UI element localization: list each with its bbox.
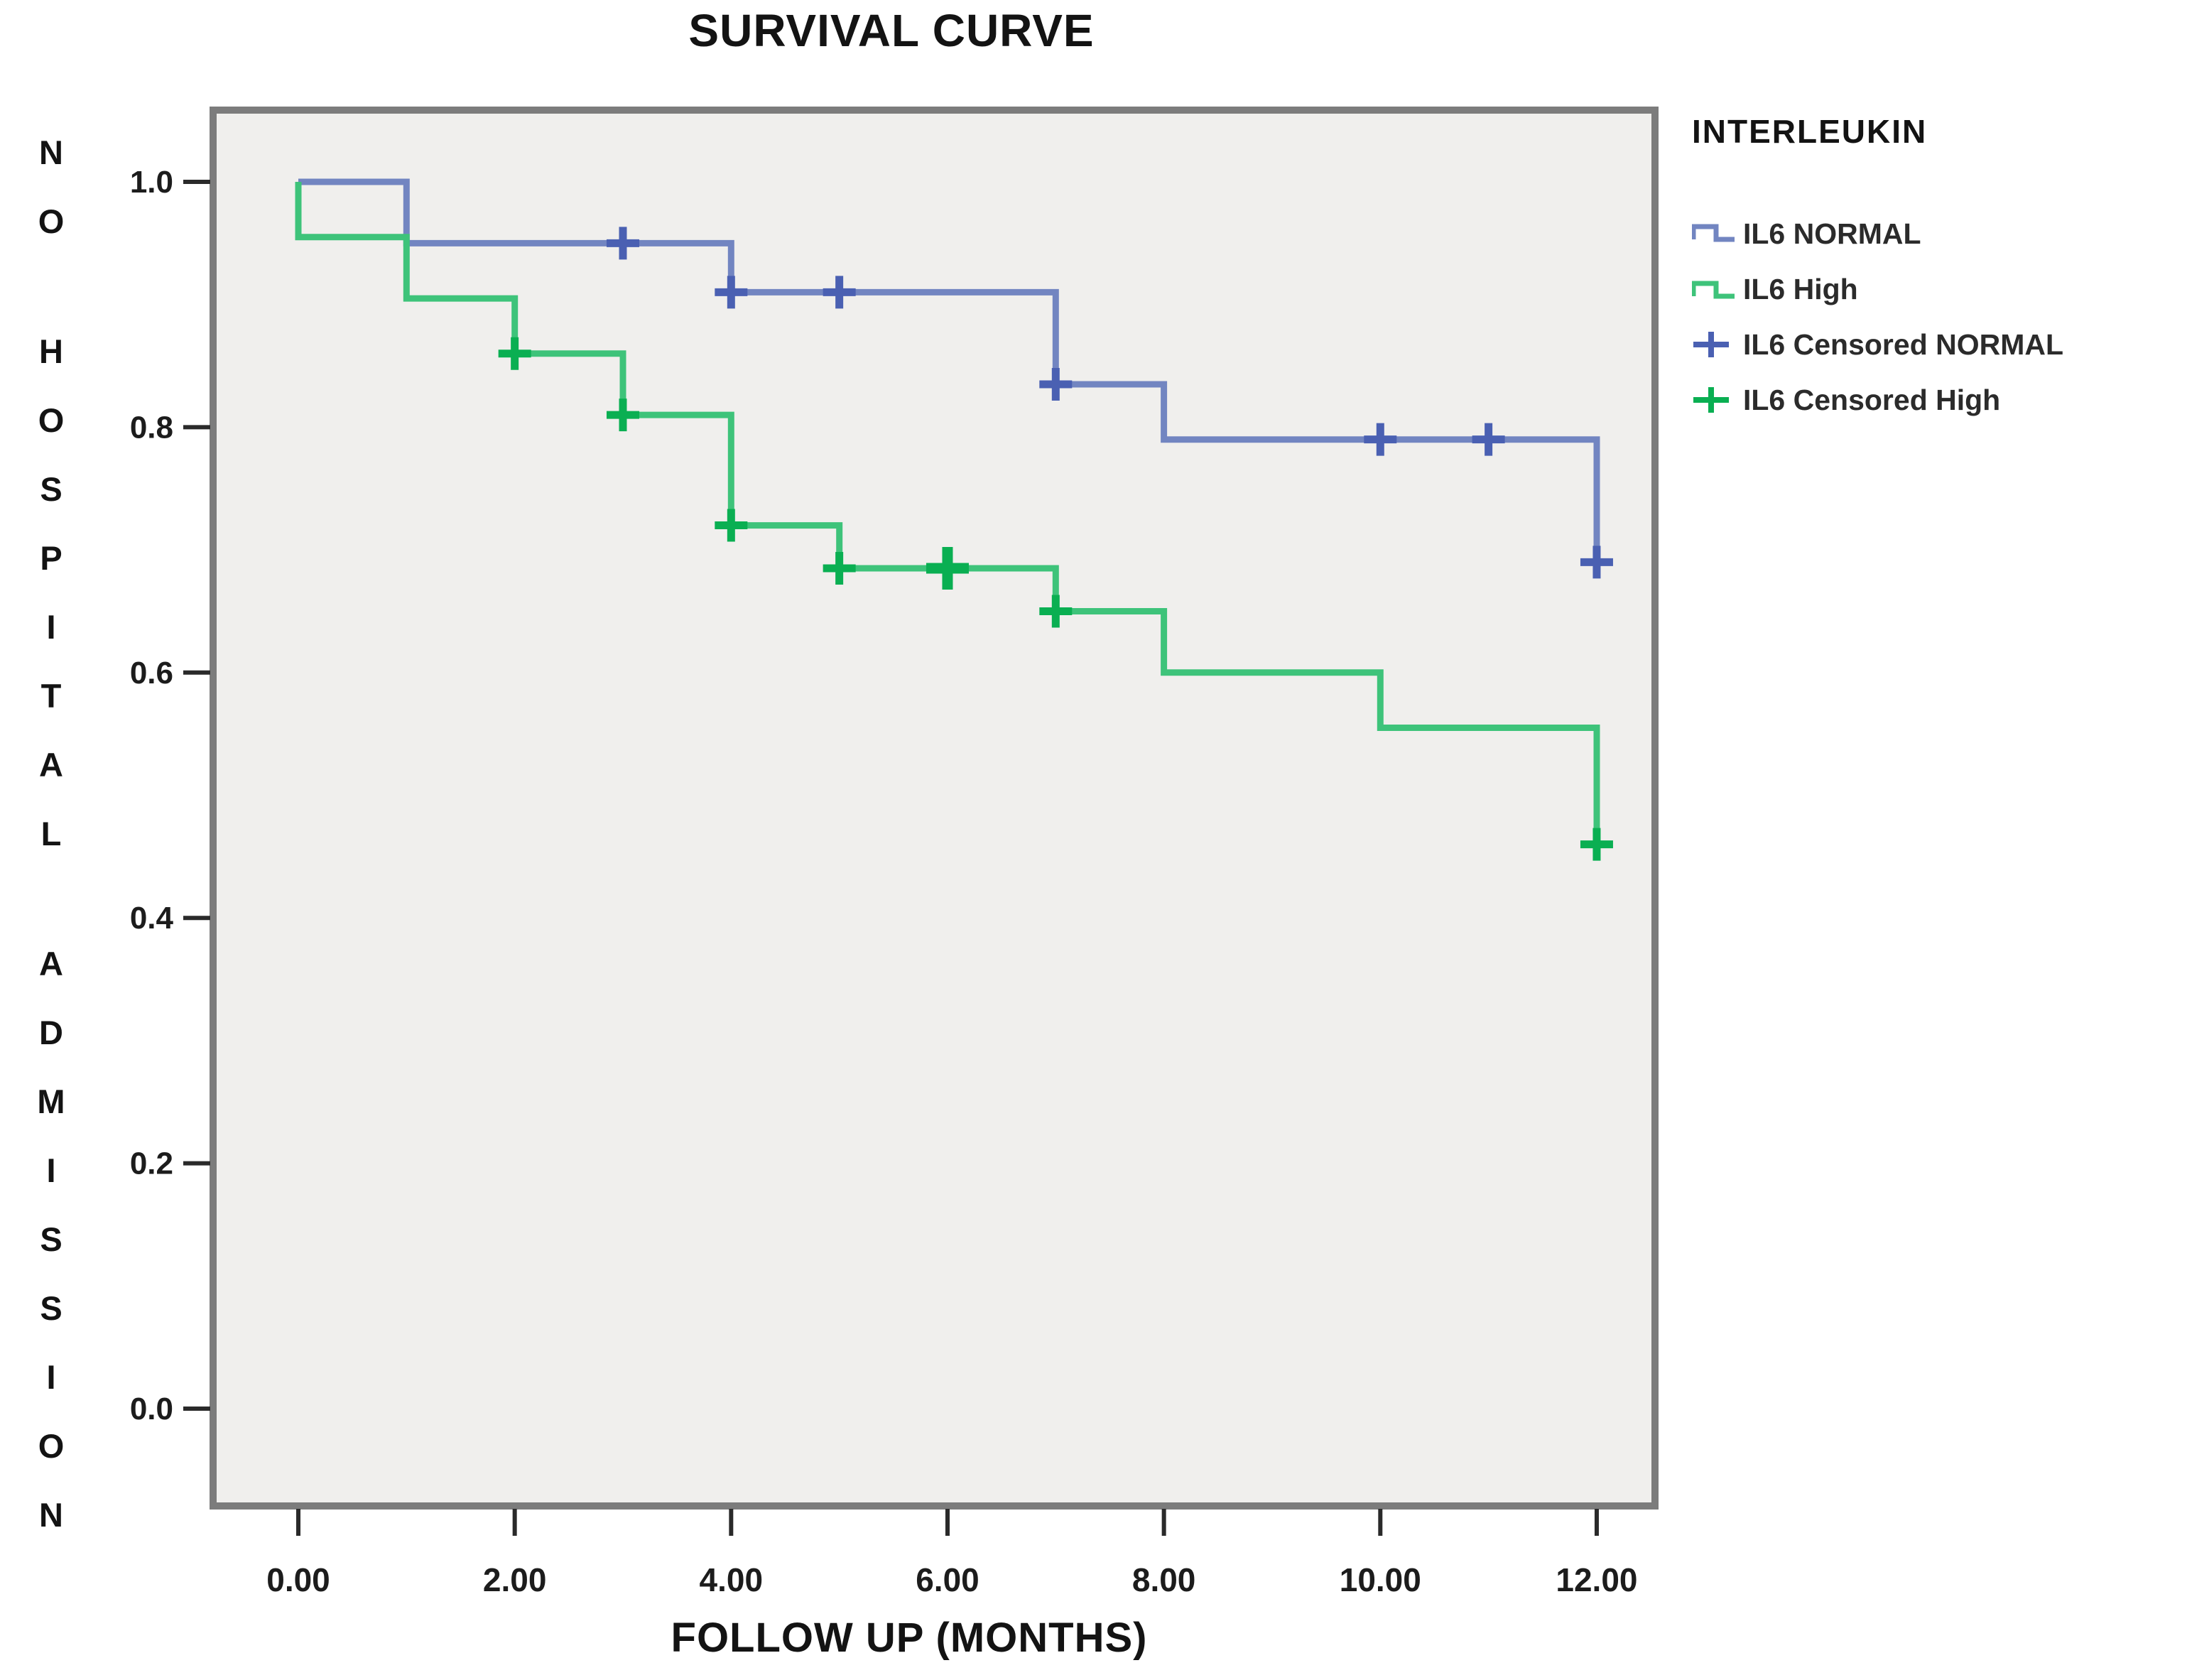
y-axis-title-letter: A <box>39 746 63 784</box>
y-tick-label: 1.0 <box>130 165 173 200</box>
y-axis-title-letter: M <box>37 1083 65 1120</box>
censor-mark-il6-normal <box>606 227 639 260</box>
y-axis-title-letter: D <box>39 1014 63 1051</box>
x-tick-label: 8.00 <box>1132 1561 1196 1598</box>
censor-mark-il6-high <box>823 552 856 585</box>
y-tick-label: 0.8 <box>130 410 173 445</box>
x-tick-label: 10.00 <box>1340 1561 1421 1598</box>
censor-plus-icon <box>1693 332 1729 357</box>
legend-item-il6-censored-high: IL6 Censored High <box>1692 372 2182 428</box>
censor-mark-il6-high <box>1580 828 1613 861</box>
censor-mark-il6-normal <box>1580 546 1613 579</box>
chart-title: SURVIVAL CURVE <box>688 5 1095 56</box>
legend-item-il6-normal: IL6 NORMAL <box>1692 206 2182 261</box>
x-tick-label: 4.00 <box>700 1561 764 1598</box>
y-axis-title-letter: H <box>39 332 63 370</box>
censor-mark-il6-high <box>715 509 748 542</box>
y-tick-label: 0.4 <box>130 901 174 936</box>
y-axis-title-letter: A <box>39 945 63 982</box>
y-tick-label: 0.2 <box>130 1147 173 1181</box>
y-axis-title-letter: O <box>38 401 65 439</box>
survival-curve-il6-high <box>295 182 1600 845</box>
censor-mark-il6-normal <box>715 276 748 309</box>
y-axis-title-letter: L <box>40 815 62 852</box>
censor-mark-il6-normal <box>1039 367 1073 401</box>
legend-item-label: IL6 NORMAL <box>1743 217 1921 250</box>
y-axis-title-letter: O <box>38 202 65 240</box>
censor-mark-il6-high <box>498 337 531 370</box>
y-tick-label: 0.0 <box>130 1392 173 1426</box>
censor-plus-icon <box>1693 387 1729 413</box>
legend-title: INTERLEUKIN <box>1692 113 1928 150</box>
censor-mark-il6-high <box>1039 595 1073 628</box>
y-axis-title-letter: S <box>40 1220 63 1258</box>
survival-curve-il6-normal <box>298 178 1600 563</box>
y-axis-title-letter: N <box>39 1496 63 1534</box>
x-tick-label: 6.00 <box>916 1561 979 1598</box>
censor-mark-il6-high <box>606 399 639 432</box>
legend: INTERLEUKIN IL6 NORMAL IL6 High IL6 Cens… <box>1692 112 2182 428</box>
x-axis-title: FOLLOW UP (MONTHS) <box>671 1615 1148 1661</box>
y-axis-title-letter: N <box>39 134 63 171</box>
legend-item-label: IL6 Censored NORMAL <box>1743 327 2064 361</box>
legend-item-label: IL6 High <box>1743 272 1858 305</box>
legend-item-il6-high: IL6 High <box>1692 261 2182 317</box>
x-tick-label: 2.00 <box>483 1561 547 1598</box>
x-tick-label: 0.00 <box>266 1561 330 1598</box>
y-axis-title-letter: O <box>38 1427 65 1465</box>
y-axis-title-letter: I <box>46 608 56 646</box>
y-axis-title-letter: I <box>46 1151 56 1189</box>
y-axis-title-letter: I <box>46 1358 56 1396</box>
y-axis-title-letter: S <box>40 1289 63 1327</box>
censor-mark-il6-normal <box>1472 423 1505 456</box>
legend-item-label: IL6 Censored High <box>1743 383 2001 416</box>
censor-mark-il6-high <box>926 547 969 590</box>
censor-mark-il6-normal <box>823 276 856 309</box>
y-tick-label: 0.6 <box>130 656 173 690</box>
x-tick-label: 12.00 <box>1556 1561 1637 1598</box>
y-axis-title-letter: S <box>40 470 63 508</box>
legend-item-il6-censored-normal: IL6 Censored NORMAL <box>1692 317 2182 372</box>
y-axis-title-letter: P <box>40 539 63 577</box>
step-line-icon <box>1692 281 1735 299</box>
plot-frame <box>210 107 1659 1510</box>
step-line-icon <box>1692 224 1735 242</box>
y-axis-title-letter: T <box>40 677 62 715</box>
censor-mark-il6-normal <box>1364 423 1397 456</box>
